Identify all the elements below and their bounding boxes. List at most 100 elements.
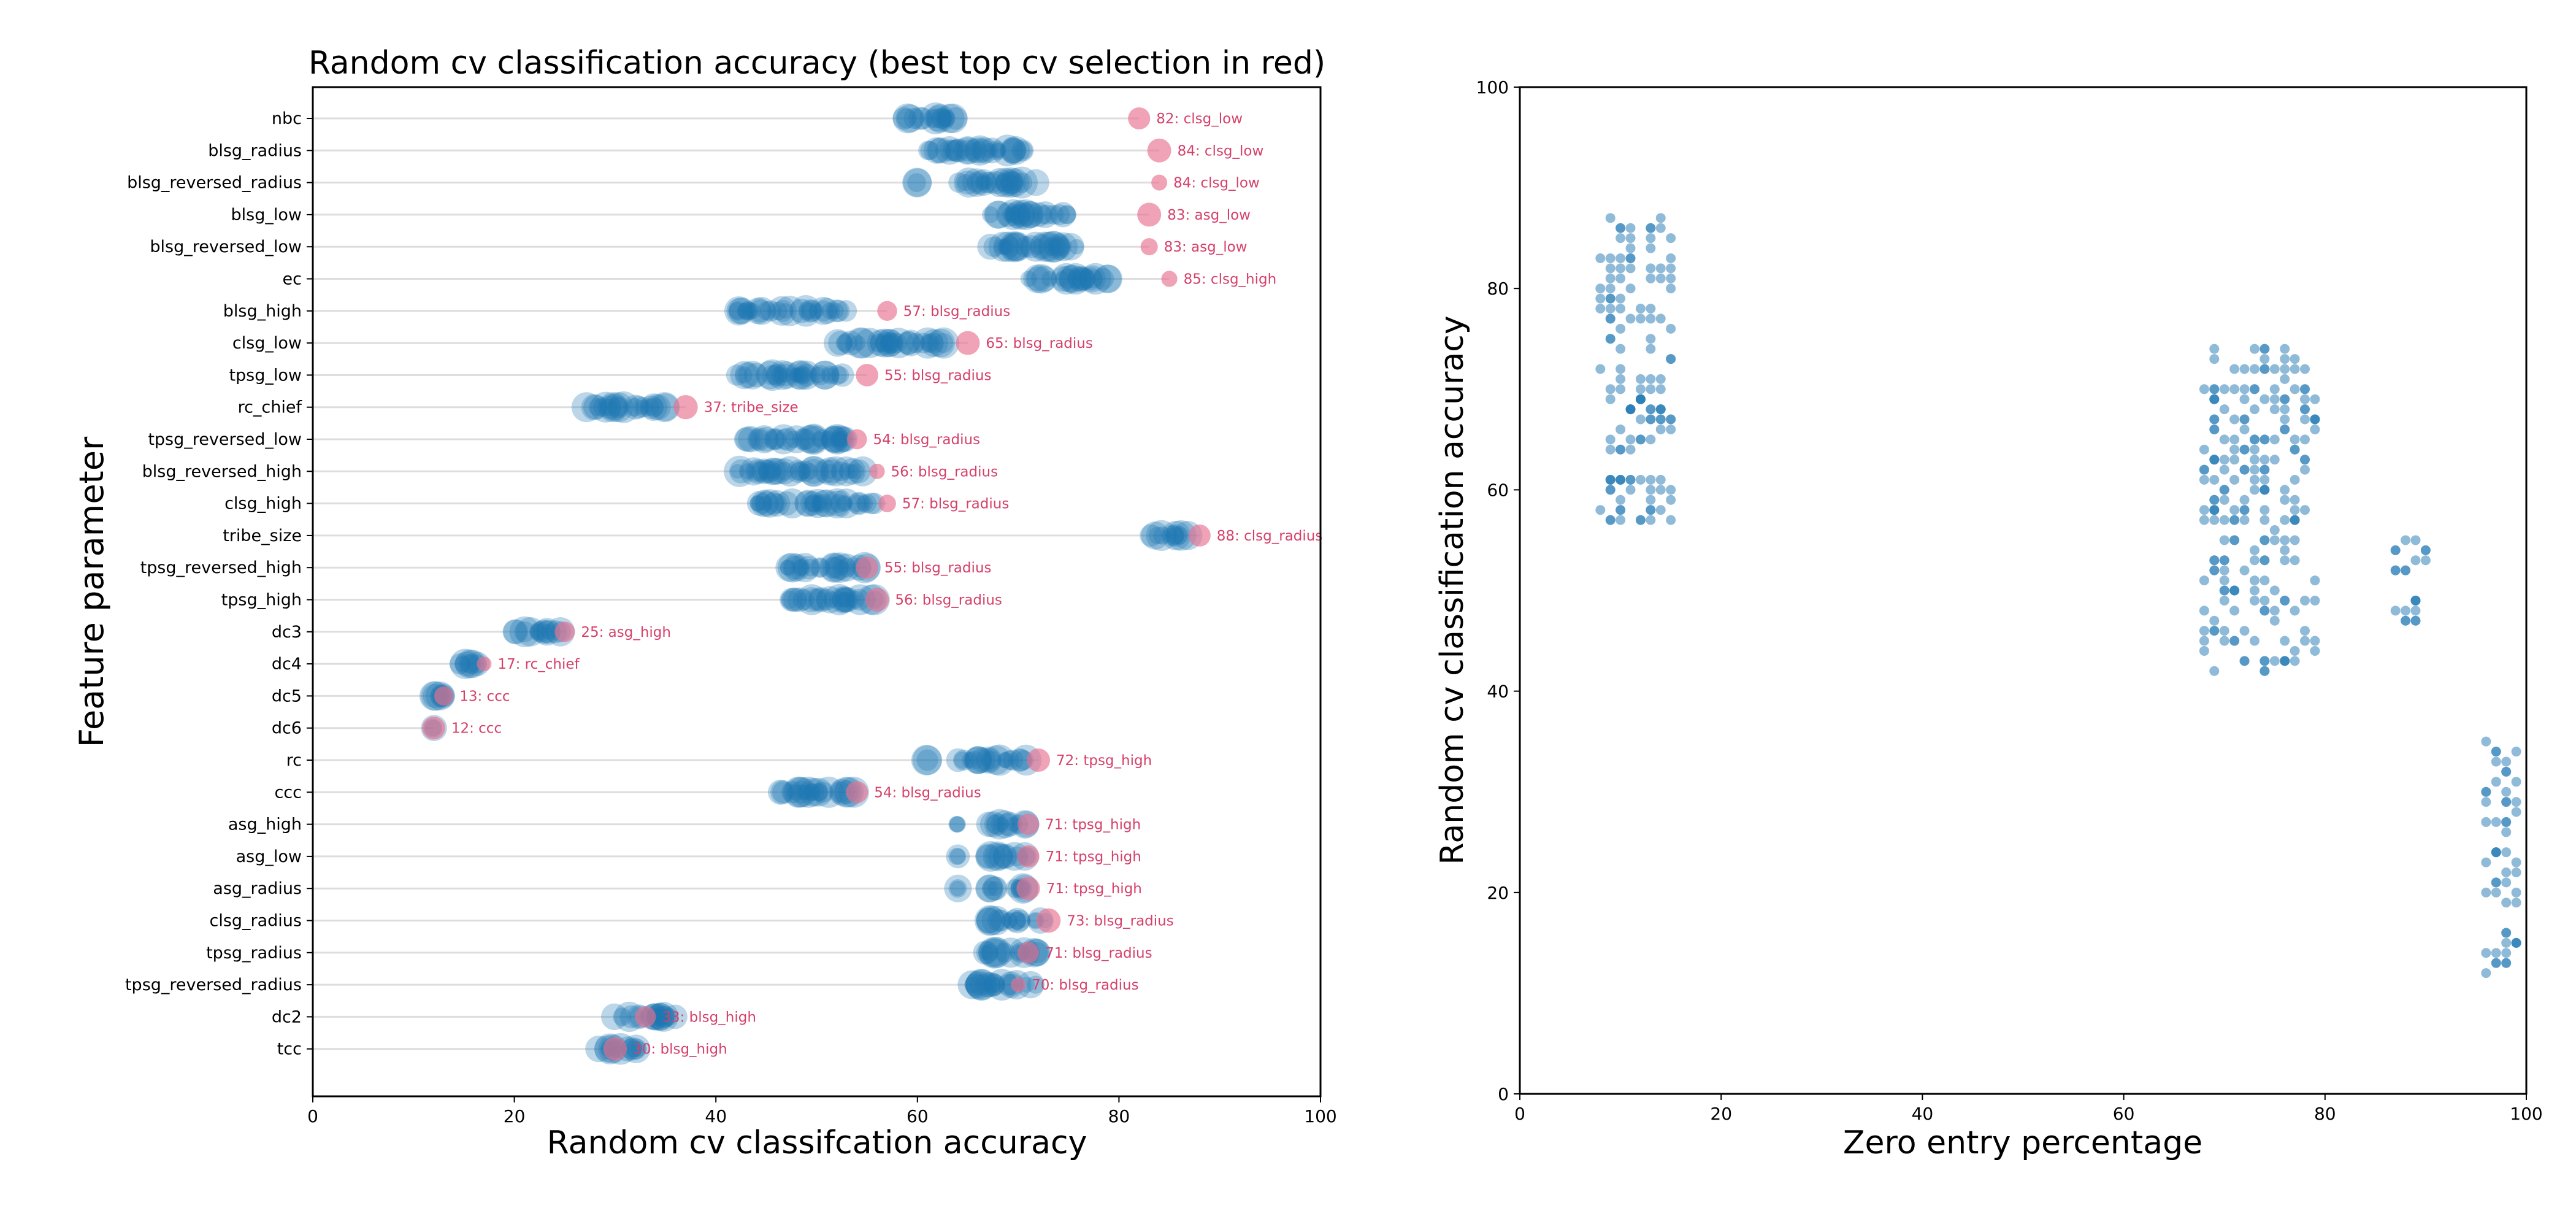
- data-point: [1057, 205, 1076, 225]
- best-label: 71: tpsg_high: [1046, 881, 1142, 897]
- data-point: [1059, 263, 1092, 295]
- data-point: [967, 172, 988, 193]
- data-point: [593, 397, 613, 417]
- scatter-point: [2280, 494, 2290, 505]
- data-point: [1026, 975, 1045, 994]
- data-point: [745, 302, 761, 319]
- scatter-point: [2249, 464, 2260, 475]
- data-point: [919, 102, 952, 134]
- scatter-point: [1666, 323, 1676, 334]
- data-point: [997, 752, 1014, 769]
- feature-tick-label: dc6: [272, 719, 302, 738]
- data-point: [982, 750, 1001, 770]
- scatter-point: [2280, 364, 2290, 374]
- data-point: [938, 103, 968, 134]
- data-point: [794, 366, 812, 384]
- data-point: [986, 140, 1006, 161]
- data-point: [1029, 231, 1060, 262]
- data-point: [1023, 264, 1052, 293]
- feature-tick-label: dc4: [272, 655, 302, 674]
- data-point: [529, 622, 549, 642]
- data-point: [835, 300, 857, 322]
- scatter-point: [2269, 585, 2280, 596]
- data-point: [835, 587, 861, 613]
- data-point: [837, 496, 853, 511]
- data-point: [984, 201, 1013, 229]
- data-point: [738, 426, 765, 453]
- data-point: [938, 109, 956, 128]
- data-point: [777, 367, 793, 383]
- scatter-point: [2260, 455, 2270, 465]
- data-point: [1026, 264, 1056, 294]
- data-point: [756, 361, 784, 390]
- scatter-point: [2299, 434, 2310, 445]
- best-label: 72: tpsg_high: [1056, 753, 1152, 769]
- data-point: [821, 302, 838, 320]
- data-point: [789, 298, 814, 323]
- scatter-point: [1605, 515, 1616, 525]
- x-tick-label: 60: [907, 1106, 929, 1126]
- data-point: [883, 328, 914, 358]
- data-point: [1079, 263, 1111, 295]
- data-point: [515, 617, 545, 647]
- data-point: [848, 588, 870, 611]
- data-point: [887, 333, 907, 353]
- data-point: [836, 591, 853, 608]
- data-point: [784, 777, 815, 808]
- data-point: [644, 397, 664, 417]
- scatter-point: [2280, 515, 2290, 525]
- best-point: [635, 1006, 656, 1028]
- best-point: [1026, 748, 1051, 772]
- x-axis-label: Random cv classifcation accuracy: [547, 1125, 1087, 1161]
- data-point: [536, 620, 561, 644]
- data-point: [662, 1004, 688, 1029]
- data-point: [876, 329, 903, 357]
- scatter-point: [1625, 223, 1636, 233]
- data-point: [946, 138, 971, 163]
- scatter-point: [2260, 364, 2270, 374]
- scatter-point: [2269, 656, 2280, 666]
- scatter-point: [2219, 404, 2229, 415]
- data-point: [640, 395, 664, 419]
- data-point: [969, 974, 992, 996]
- data-point: [1004, 174, 1022, 191]
- scatter-point: [1616, 474, 1626, 485]
- scatter-point: [2280, 545, 2290, 555]
- scatter-point: [1605, 213, 1616, 223]
- data-point: [991, 134, 1024, 167]
- scatter-point: [2199, 626, 2209, 636]
- data-point: [982, 876, 1006, 901]
- data-point: [976, 907, 1002, 934]
- scatter-point: [1616, 344, 1626, 354]
- x-tick-label: 100: [2510, 1104, 2542, 1124]
- data-point: [509, 616, 541, 648]
- scatter-point: [1646, 313, 1656, 324]
- data-point: [450, 648, 480, 679]
- data-point: [864, 493, 886, 515]
- scatter-point: [1655, 424, 1666, 434]
- scatter-point: [2249, 485, 2260, 495]
- data-point: [797, 556, 821, 580]
- scatter-point: [1625, 404, 1636, 415]
- scatter-point: [2249, 585, 2260, 596]
- y-tick-label: 60: [1487, 480, 1509, 500]
- data-point: [984, 171, 1008, 194]
- data-point: [642, 398, 660, 417]
- scatter-point: [2390, 606, 2401, 616]
- data-point: [1037, 231, 1069, 263]
- data-point: [846, 459, 871, 483]
- data-point: [975, 844, 1002, 869]
- scatter-point: [2219, 434, 2229, 445]
- data-point: [875, 334, 894, 352]
- data-point: [765, 429, 786, 450]
- data-point: [955, 170, 979, 195]
- data-point: [1141, 521, 1170, 550]
- data-point: [822, 488, 853, 519]
- scatter-point: [2290, 645, 2300, 656]
- best-point: [878, 494, 896, 512]
- data-point: [824, 329, 852, 357]
- data-point: [781, 781, 804, 804]
- scatter-point: [1646, 414, 1656, 425]
- data-point: [455, 649, 485, 679]
- data-point: [983, 876, 1008, 901]
